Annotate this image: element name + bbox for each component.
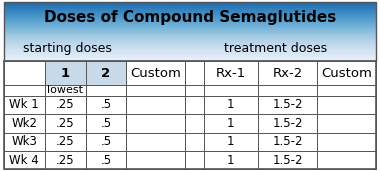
- Bar: [204, 114, 258, 133]
- Bar: [317, 133, 376, 151]
- Text: 1: 1: [227, 117, 234, 130]
- Bar: [86, 114, 127, 133]
- Bar: [45, 114, 86, 133]
- Bar: [4, 61, 376, 169]
- Text: .25: .25: [56, 98, 74, 111]
- Bar: [45, 96, 86, 114]
- Text: 1.5-2: 1.5-2: [272, 154, 303, 167]
- Text: Doses of Compound Semaglutides: Doses of Compound Semaglutides: [44, 10, 336, 25]
- Bar: [258, 96, 317, 114]
- Bar: [86, 85, 127, 96]
- Bar: [4, 85, 45, 96]
- Bar: [258, 133, 317, 151]
- Bar: [204, 61, 258, 85]
- Text: 1: 1: [227, 135, 234, 148]
- Bar: [258, 85, 317, 96]
- Text: .5: .5: [100, 154, 112, 167]
- Text: lowest: lowest: [47, 85, 83, 95]
- Text: Custom: Custom: [130, 67, 181, 80]
- Bar: [45, 151, 86, 169]
- Bar: [185, 114, 204, 133]
- Text: 2: 2: [101, 67, 111, 80]
- Text: Wk 1: Wk 1: [10, 98, 39, 111]
- Bar: [127, 61, 185, 85]
- Bar: [317, 96, 376, 114]
- Text: Custom: Custom: [321, 67, 372, 80]
- Bar: [185, 85, 204, 96]
- Bar: [86, 61, 127, 85]
- Bar: [258, 151, 317, 169]
- Text: .25: .25: [56, 117, 74, 130]
- Text: .5: .5: [100, 98, 112, 111]
- Text: starting doses: starting doses: [23, 42, 112, 55]
- Bar: [258, 114, 317, 133]
- Bar: [45, 61, 86, 85]
- Bar: [258, 61, 317, 85]
- Text: .5: .5: [100, 117, 112, 130]
- Bar: [204, 133, 258, 151]
- Bar: [317, 85, 376, 96]
- Text: 1.5-2: 1.5-2: [272, 98, 303, 111]
- Bar: [86, 133, 127, 151]
- Bar: [45, 133, 86, 151]
- Text: Wk 4: Wk 4: [10, 154, 39, 167]
- Text: 1: 1: [60, 67, 70, 80]
- Text: Rx-1: Rx-1: [216, 67, 246, 80]
- Bar: [185, 96, 204, 114]
- Bar: [4, 151, 45, 169]
- Text: 1.5-2: 1.5-2: [272, 135, 303, 148]
- Bar: [317, 151, 376, 169]
- Text: .25: .25: [56, 154, 74, 167]
- Text: treatment doses: treatment doses: [224, 42, 327, 55]
- Bar: [317, 61, 376, 85]
- Bar: [185, 151, 204, 169]
- Bar: [127, 133, 185, 151]
- Text: 1.5-2: 1.5-2: [272, 117, 303, 130]
- Bar: [204, 85, 258, 96]
- Bar: [127, 96, 185, 114]
- Bar: [204, 151, 258, 169]
- Bar: [4, 96, 45, 114]
- Bar: [127, 85, 185, 96]
- Bar: [4, 133, 45, 151]
- Text: 1: 1: [227, 98, 234, 111]
- Bar: [4, 61, 45, 85]
- Text: .25: .25: [56, 135, 74, 148]
- Bar: [317, 114, 376, 133]
- Text: Rx-2: Rx-2: [272, 67, 303, 80]
- Text: Wk2: Wk2: [11, 117, 37, 130]
- Text: Wk3: Wk3: [11, 135, 37, 148]
- Bar: [204, 96, 258, 114]
- Bar: [45, 85, 86, 96]
- Bar: [86, 151, 127, 169]
- Text: 1: 1: [227, 154, 234, 167]
- Bar: [86, 96, 127, 114]
- Text: .5: .5: [100, 135, 112, 148]
- Bar: [185, 133, 204, 151]
- Bar: [185, 61, 204, 85]
- Bar: [127, 114, 185, 133]
- Bar: [4, 114, 45, 133]
- Bar: [127, 151, 185, 169]
